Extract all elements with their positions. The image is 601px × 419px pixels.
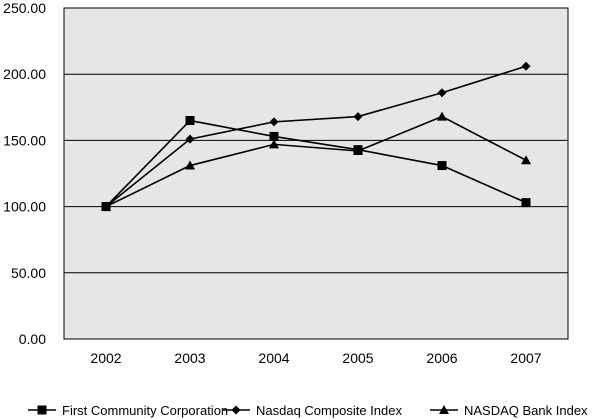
series-line <box>105 119 527 208</box>
legend-label: Nasdaq Composite Index <box>256 403 402 418</box>
legend-label: First Community Corporation <box>62 403 228 418</box>
data-point-triangle <box>437 111 447 121</box>
series-diamond <box>101 61 531 212</box>
x-tick-label: 2002 <box>90 350 121 366</box>
y-tick-label: 0.00 <box>19 331 46 347</box>
x-tick-label: 2003 <box>174 350 205 366</box>
series-line <box>105 65 527 208</box>
legend-marker-triangle <box>439 405 449 414</box>
x-tick-label: 2006 <box>426 350 457 366</box>
x-tick-label: 2007 <box>510 350 541 366</box>
x-axis-tick-labels: 2002 2003 2004 2005 2006 2007 <box>90 350 541 366</box>
y-tick-label: 100.00 <box>3 199 46 215</box>
x-tick-label: 2004 <box>258 350 289 366</box>
legend-entry: First Community Corporation <box>28 403 228 418</box>
data-point-diamond <box>269 117 279 127</box>
legend-marker-square <box>37 405 47 415</box>
data-point-triangle <box>269 139 279 149</box>
data-point-triangle <box>185 160 195 170</box>
y-axis-tick-labels: 0.00 50.00 100.00 150.00 200.00 250.00 <box>3 0 46 347</box>
y-tick-label: 250.00 <box>3 0 46 16</box>
legend-marker-diamond <box>231 405 241 415</box>
y-tick-label: 50.00 <box>11 265 46 281</box>
y-tick-label: 200.00 <box>3 66 46 82</box>
data-point-square <box>437 161 447 171</box>
data-point-triangle <box>101 201 111 211</box>
data-point-triangle <box>353 145 363 155</box>
series-triangle <box>101 111 531 211</box>
legend-entry: NASDAQ Bank Index <box>430 403 588 418</box>
series-line <box>105 115 527 208</box>
legend-entry: Nasdaq Composite Index <box>222 403 402 418</box>
data-point-square <box>269 131 279 141</box>
plot-area <box>63 7 569 340</box>
legend-label: NASDAQ Bank Index <box>464 403 588 418</box>
data-point-triangle <box>521 155 531 165</box>
data-point-square <box>521 198 531 208</box>
data-point-diamond <box>185 134 195 144</box>
data-point-diamond <box>521 61 531 71</box>
gridlines <box>64 73 568 274</box>
x-tick-label: 2005 <box>342 350 373 366</box>
data-point-diamond <box>437 88 447 98</box>
y-tick-label: 150.00 <box>3 132 46 148</box>
data-point-square <box>185 116 195 126</box>
data-point-diamond <box>353 112 363 122</box>
legend: First Community Corporation Nasdaq Compos… <box>28 403 588 418</box>
series-layer <box>101 61 531 212</box>
